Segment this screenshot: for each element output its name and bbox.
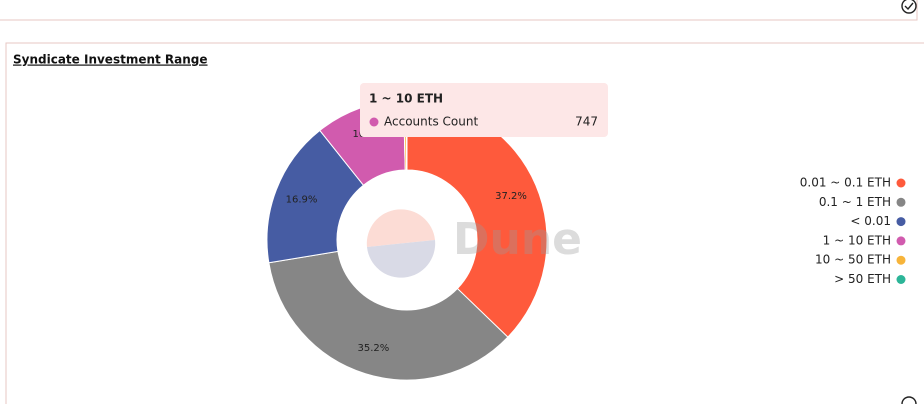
legend-label: 1 ~ 10 ETH xyxy=(823,233,891,247)
legend-dot xyxy=(896,197,906,207)
logo-top xyxy=(366,209,435,247)
legend-label: 0.1 ~ 1 ETH xyxy=(819,195,891,209)
legend-dot xyxy=(896,255,906,265)
tooltip: 1 ~ 10 ETH Accounts Count 747 xyxy=(360,83,608,137)
check-mark xyxy=(904,2,914,11)
chart-title[interactable]: Syndicate Investment Range xyxy=(13,53,208,67)
tooltip-box xyxy=(360,83,608,137)
slice xyxy=(266,129,365,264)
legend-label: 0.01 ~ 0.1 ETH xyxy=(800,176,891,190)
slice-label: 37.2% xyxy=(495,191,527,202)
legend-label: 10 ~ 50 ETH xyxy=(815,253,891,267)
check-icon[interactable] xyxy=(901,0,917,14)
tooltip-title: 1 ~ 10 ETH xyxy=(369,92,443,106)
logo-bottom xyxy=(367,240,436,278)
top-card xyxy=(0,0,918,21)
legend-label: < 0.01 xyxy=(850,214,891,228)
legend-dot xyxy=(896,275,906,284)
legend-dot xyxy=(896,178,906,188)
slice-label: 16.9% xyxy=(286,194,318,205)
slice-label: 35.2% xyxy=(358,343,390,354)
legend-dot xyxy=(896,217,906,227)
tooltip-value: 747 xyxy=(575,115,598,129)
legend-dot xyxy=(896,236,906,246)
legend-label: > 50 ETH xyxy=(834,272,891,286)
watermark: Dune xyxy=(453,214,582,265)
tooltip-series: Accounts Count xyxy=(384,115,478,129)
slice xyxy=(268,250,509,381)
tooltip-dot xyxy=(369,117,379,127)
check-circle xyxy=(901,0,917,14)
